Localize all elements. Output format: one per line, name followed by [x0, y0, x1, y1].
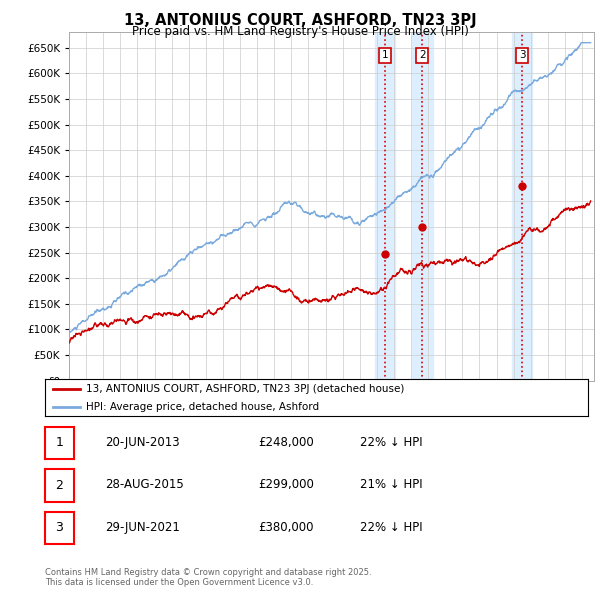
- Text: 13, ANTONIUS COURT, ASHFORD, TN23 3PJ (detached house): 13, ANTONIUS COURT, ASHFORD, TN23 3PJ (d…: [86, 384, 404, 394]
- Text: 2: 2: [55, 478, 64, 492]
- Text: 3: 3: [518, 51, 526, 61]
- Bar: [374, 32, 395, 381]
- Text: Contains HM Land Registry data © Crown copyright and database right 2025.
This d: Contains HM Land Registry data © Crown c…: [45, 568, 371, 587]
- Bar: [412, 32, 433, 381]
- Text: 22% ↓ HPI: 22% ↓ HPI: [360, 521, 422, 534]
- Text: 29-JUN-2021: 29-JUN-2021: [105, 521, 180, 534]
- Text: 13, ANTONIUS COURT, ASHFORD, TN23 3PJ: 13, ANTONIUS COURT, ASHFORD, TN23 3PJ: [124, 13, 476, 28]
- Text: £248,000: £248,000: [258, 436, 314, 449]
- Text: HPI: Average price, detached house, Ashford: HPI: Average price, detached house, Ashf…: [86, 402, 319, 412]
- Text: 3: 3: [55, 521, 64, 535]
- Text: 28-AUG-2015: 28-AUG-2015: [105, 478, 184, 491]
- Text: 1: 1: [55, 436, 64, 450]
- Text: £299,000: £299,000: [258, 478, 314, 491]
- Text: 21% ↓ HPI: 21% ↓ HPI: [360, 478, 422, 491]
- Text: 22% ↓ HPI: 22% ↓ HPI: [360, 436, 422, 449]
- Text: Price paid vs. HM Land Registry's House Price Index (HPI): Price paid vs. HM Land Registry's House …: [131, 25, 469, 38]
- Text: 1: 1: [382, 51, 388, 61]
- Text: £380,000: £380,000: [258, 521, 314, 534]
- Text: 20-JUN-2013: 20-JUN-2013: [105, 436, 179, 449]
- Text: 2: 2: [419, 51, 425, 61]
- Bar: [512, 32, 532, 381]
